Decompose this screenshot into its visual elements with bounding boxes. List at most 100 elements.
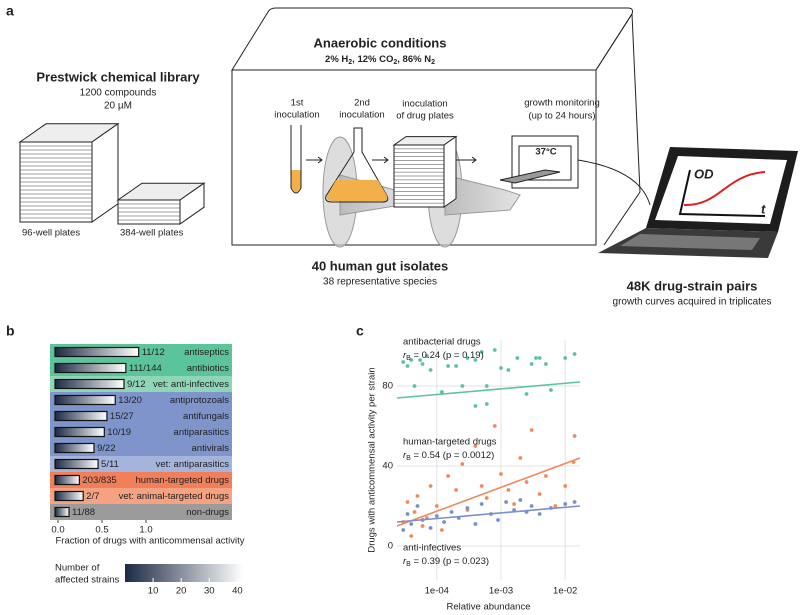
library-title: Prestwick chemical library xyxy=(36,69,200,84)
data-label: 10/19 xyxy=(107,427,131,438)
data-label: 5/11 xyxy=(101,459,119,470)
row-background xyxy=(50,504,232,520)
point xyxy=(504,500,508,504)
data-label: 13/20 xyxy=(118,395,142,406)
bar xyxy=(54,394,116,406)
stat-text: = 0.54 (p = 0.0012) xyxy=(411,450,494,461)
point xyxy=(460,462,465,466)
gas: 2% H xyxy=(325,54,348,65)
step-label: of drug plates xyxy=(396,111,454,122)
axis-label: t xyxy=(761,201,766,216)
point xyxy=(529,504,534,508)
output-title: 48K drug-strain pairs xyxy=(627,278,758,293)
point xyxy=(524,510,529,514)
colorbar-tick-label: 30 xyxy=(204,586,215,597)
stat-text: = 0.24 (p = 0.19) xyxy=(411,350,484,361)
bar xyxy=(54,410,108,422)
chamber-side xyxy=(595,12,641,246)
stat-subscript: B xyxy=(406,455,411,462)
library-text: 1200 compounds xyxy=(80,88,157,99)
point xyxy=(409,522,414,526)
category-label: antiprotozoals xyxy=(170,395,229,406)
point xyxy=(412,510,417,514)
bar xyxy=(54,490,84,502)
point xyxy=(456,516,461,520)
screen xyxy=(655,156,787,224)
plot-axes xyxy=(678,169,766,217)
category-label: vet: animal-targeted drugs xyxy=(119,491,230,502)
y-tick-label: 40 xyxy=(382,461,393,472)
gas-sub: 2 xyxy=(431,59,435,66)
point xyxy=(489,512,493,516)
arm xyxy=(444,174,521,216)
output-subtitle: growth curves acquired in triplicates xyxy=(613,297,772,308)
series-stat: rB = 0.24 (p = 0.19) xyxy=(403,350,484,362)
keyboard xyxy=(620,234,760,250)
category-label: vet: anti-infectives xyxy=(153,379,229,390)
x-tick-label: 1e-03 xyxy=(489,586,513,597)
axis-label: OD xyxy=(694,166,714,181)
panel-label: a xyxy=(6,3,14,19)
gas: , 12% CO xyxy=(352,54,393,65)
bar xyxy=(54,362,127,374)
point xyxy=(449,510,454,514)
point xyxy=(442,520,447,524)
point xyxy=(415,494,420,498)
step-label: inoculation xyxy=(339,110,384,121)
point xyxy=(549,506,553,510)
point xyxy=(553,504,558,508)
point xyxy=(512,502,517,506)
data-label: 9/12 xyxy=(127,379,146,390)
point xyxy=(506,368,511,372)
point xyxy=(572,434,577,438)
point xyxy=(405,364,410,368)
data-label: 15/27 xyxy=(110,411,134,422)
point xyxy=(454,488,459,492)
panel-label: c xyxy=(356,323,364,339)
category-label: non-drugs xyxy=(186,507,229,518)
plate-label: 96-well plates xyxy=(22,228,80,239)
incubator-door xyxy=(518,145,572,181)
point xyxy=(496,518,500,522)
point xyxy=(420,524,425,528)
gas: , 86% N xyxy=(397,54,431,65)
point xyxy=(412,384,417,388)
fit-line xyxy=(396,381,581,399)
point xyxy=(479,350,484,354)
colorbar-tick-label: 20 xyxy=(176,586,187,597)
row-background xyxy=(50,488,232,504)
gas-sub: 2 xyxy=(348,59,352,66)
category-label: human-targeted drugs xyxy=(136,475,230,486)
point xyxy=(549,388,553,392)
arrow xyxy=(306,156,323,164)
plate xyxy=(499,169,561,184)
data-label: 9/22 xyxy=(97,443,116,454)
y-axis-title: Drugs with anticommensal activity per st… xyxy=(367,367,378,552)
colorbar-title: Number of xyxy=(55,563,100,574)
point xyxy=(572,352,577,356)
y-tick-label: 0 xyxy=(388,541,393,552)
stat-symbol: r xyxy=(403,450,407,461)
point xyxy=(492,348,497,352)
series-stat: rB = 0.39 (p = 0.023) xyxy=(403,556,489,568)
colorbar-tick-label: 40 xyxy=(232,586,243,597)
panel-c: c 0 40 80 1e-04 1e-03 1e-02 Relative abundance… xyxy=(356,323,581,613)
data-label: 2/7 xyxy=(86,491,99,502)
point xyxy=(473,404,478,408)
category-label: antiseptics xyxy=(184,347,229,358)
stat-symbol: r xyxy=(403,350,407,361)
tube xyxy=(290,125,302,194)
panel-a: a Anaerobic conditions 2% H2, 12% CO2, 8… xyxy=(6,3,798,308)
point xyxy=(537,512,542,516)
point xyxy=(405,500,410,504)
gas-sub: 2 xyxy=(393,59,397,66)
stat-subscript: B xyxy=(406,561,411,568)
point xyxy=(428,484,433,488)
isolates-title: 40 human gut isolates xyxy=(312,258,449,273)
point xyxy=(534,356,538,360)
data-label: 111/144 xyxy=(129,363,162,374)
point xyxy=(439,528,444,532)
point xyxy=(524,480,529,484)
data-label: 203/835 xyxy=(82,475,116,486)
point xyxy=(518,456,523,460)
